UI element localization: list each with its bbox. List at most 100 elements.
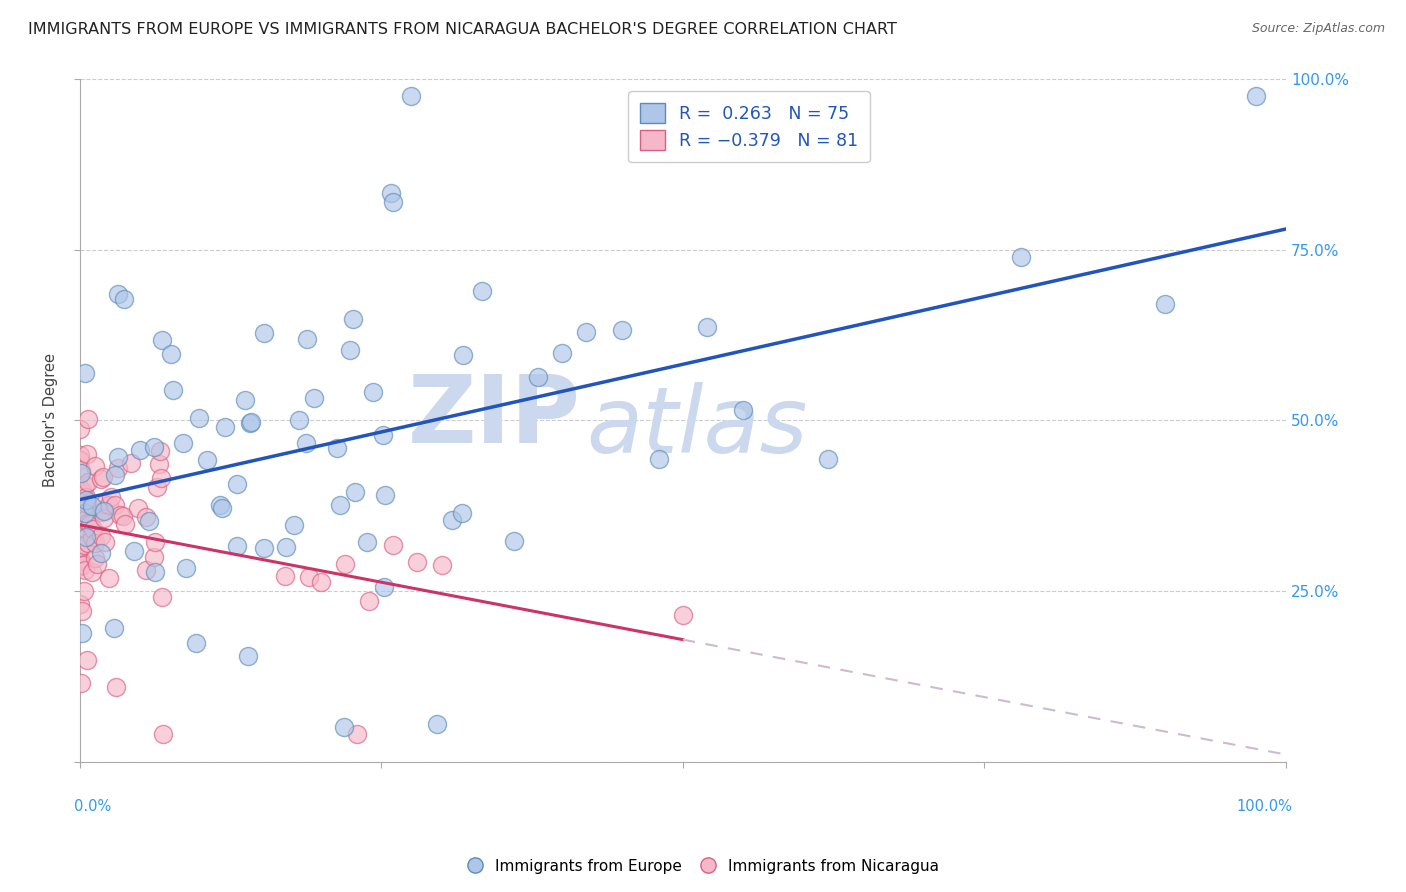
Text: atlas: atlas (586, 382, 807, 472)
Point (69, 552, 91, 566)
Point (172, 436, 194, 450)
Point (339, 343, 361, 357)
Point (76, 475, 98, 490)
Point (69, 558, 91, 573)
Point (359, 594, 381, 608)
Point (80, 565, 103, 579)
Point (733, 402, 755, 417)
Point (356, 535, 378, 549)
Point (98, 571, 121, 585)
Point (90, 472, 112, 486)
Point (451, 348, 474, 362)
Text: ZIP: ZIP (408, 371, 581, 463)
Point (93, 535, 115, 549)
Y-axis label: Bachelor's Degree: Bachelor's Degree (44, 353, 58, 487)
Point (72, 484, 94, 499)
Point (69, 466, 91, 480)
Point (90, 546, 112, 560)
Point (471, 284, 494, 298)
Point (69, 541, 91, 555)
Point (288, 412, 311, 426)
Legend: R =  0.263   N = 75, R = −0.379   N = 81: R = 0.263 N = 75, R = −0.379 N = 81 (628, 91, 870, 162)
Point (93, 497, 115, 511)
Point (152, 333, 174, 347)
Point (80, 530, 103, 544)
Point (696, 320, 718, 334)
Point (79, 517, 101, 532)
Point (72, 500, 94, 515)
Text: 100.0%: 100.0% (1236, 799, 1292, 814)
Point (90, 528, 112, 542)
Point (274, 540, 297, 554)
Point (127, 501, 149, 516)
Point (73, 478, 96, 492)
Point (214, 420, 236, 434)
Point (225, 539, 247, 553)
Point (138, 515, 160, 529)
Point (72, 558, 94, 572)
Point (253, 326, 276, 340)
Point (450, 506, 472, 520)
Point (672, 607, 695, 622)
Point (69, 554, 91, 568)
Point (76, 511, 98, 525)
Point (69, 482, 91, 496)
Point (575, 325, 598, 339)
Point (100, 490, 122, 504)
Point (1010, 250, 1032, 264)
Point (90, 505, 112, 519)
Point (73, 563, 96, 577)
Point (294, 435, 316, 450)
Point (103, 621, 125, 635)
Point (430, 558, 453, 572)
Point (69, 453, 91, 467)
Point (120, 456, 142, 470)
Point (69, 422, 91, 436)
Point (104, 498, 127, 512)
Point (73, 366, 96, 380)
Point (73, 538, 96, 552)
Point (374, 488, 396, 502)
Point (295, 331, 318, 345)
Point (69, 597, 91, 611)
Point (83, 551, 105, 566)
Point (72, 522, 94, 536)
Point (104, 467, 127, 482)
Point (149, 443, 172, 458)
Point (135, 563, 157, 577)
Point (84, 458, 107, 473)
Point (226, 477, 249, 491)
Point (551, 346, 574, 360)
Point (426, 717, 449, 731)
Point (233, 393, 256, 408)
Point (373, 580, 395, 594)
Point (73, 584, 96, 599)
Point (236, 648, 259, 663)
Point (97, 498, 120, 512)
Point (107, 287, 129, 301)
Point (122, 544, 145, 558)
Point (69, 509, 91, 524)
Point (298, 570, 321, 584)
Point (309, 574, 332, 589)
Point (152, 727, 174, 741)
Point (75, 530, 97, 544)
Point (76, 653, 98, 667)
Point (647, 452, 669, 467)
Point (342, 312, 364, 326)
Point (86, 557, 108, 571)
Point (70, 605, 93, 619)
Point (143, 550, 166, 565)
Point (612, 323, 634, 337)
Point (162, 384, 184, 398)
Point (76, 536, 98, 550)
Text: Source: ZipAtlas.com: Source: ZipAtlas.com (1251, 22, 1385, 36)
Legend: Immigrants from Europe, Immigrants from Nicaragua: Immigrants from Europe, Immigrants from … (461, 853, 945, 880)
Point (69, 463, 91, 477)
Point (329, 498, 352, 512)
Point (174, 561, 197, 575)
Point (149, 471, 172, 485)
Point (73, 500, 96, 515)
Point (381, 194, 404, 209)
Point (69, 552, 91, 566)
